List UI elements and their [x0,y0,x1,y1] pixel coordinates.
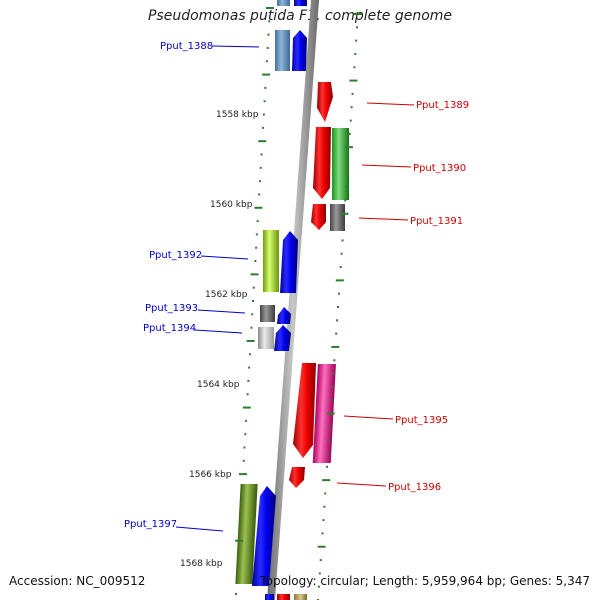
gene-arrow [311,204,326,230]
gene-arrow [280,231,298,293]
scale-label: 1566 kbp [189,470,232,480]
gene-block [332,128,349,200]
gene-block [260,305,275,322]
gene-label-pput-1390[interactable]: Pput_1390 [413,163,466,174]
gene-label-pput-1389[interactable]: Pput_1389 [416,100,469,111]
label-leader-line [175,526,224,532]
gene-block [312,364,336,463]
gene-arrow [313,127,331,199]
label-leader-line [336,482,387,487]
gene-block [294,594,307,600]
gene-block [263,230,279,292]
gene-block [265,594,274,600]
genome-backbone [267,0,319,600]
gene-block [277,594,290,600]
scale-label: 1564 kbp [197,380,240,390]
gene-block [275,30,290,71]
gene-arrow [292,30,307,71]
gene-label-pput-1393[interactable]: Pput_1393 [145,303,198,314]
gene-labels: Pput_1388 Pput_1392 Pput_1393 Pput_1394 … [124,41,469,532]
gene-arrow [274,325,291,351]
gene-arrow [289,467,305,488]
gene-arrow [252,486,276,586]
gene-label-pput-1396[interactable]: Pput_1396 [388,482,441,493]
gene-label-pput-1394[interactable]: Pput_1394 [143,323,196,334]
label-leader-line [197,309,246,314]
gene-block [258,327,274,349]
accession-text: Accession: NC_009512 [9,574,146,588]
gene-label-pput-1392[interactable]: Pput_1392 [149,250,202,261]
page-title: Pseudomonas putida F1, complete genome [147,8,453,24]
label-leader-line [194,329,243,334]
label-leader-line [358,217,409,221]
label-leader-line [200,255,249,260]
gene-block [294,0,307,6]
scale-labels: 1558 kbp 1560 kbp 1562 kbp 1564 kbp 1566… [180,110,259,569]
genome-stats-text: Topology: circular; Length: 5,959,964 bp… [260,574,590,588]
gene-block [235,484,258,584]
scale-label: 1562 kbp [205,290,248,300]
scale-ruler [235,7,362,600]
gene-arrow [277,307,291,324]
gene-features [235,0,349,600]
gene-label-pput-1388[interactable]: Pput_1388 [160,41,213,52]
gene-block [330,204,345,231]
scale-label: 1558 kbp [216,110,259,120]
label-leader-line [361,164,412,168]
scale-label: 1560 kbp [210,200,253,210]
gene-arrow [317,82,333,122]
label-leader-line [366,102,415,106]
label-leader-line [211,45,260,48]
gene-label-pput-1391[interactable]: Pput_1391 [410,216,463,227]
gene-arrow [293,363,316,458]
gene-label-pput-1395[interactable]: Pput_1395 [395,415,448,426]
scale-label: 1568 kbp [180,559,223,569]
gene-block [277,0,290,6]
gene-label-pput-1397[interactable]: Pput_1397 [124,519,177,530]
label-leader-line [343,415,394,420]
